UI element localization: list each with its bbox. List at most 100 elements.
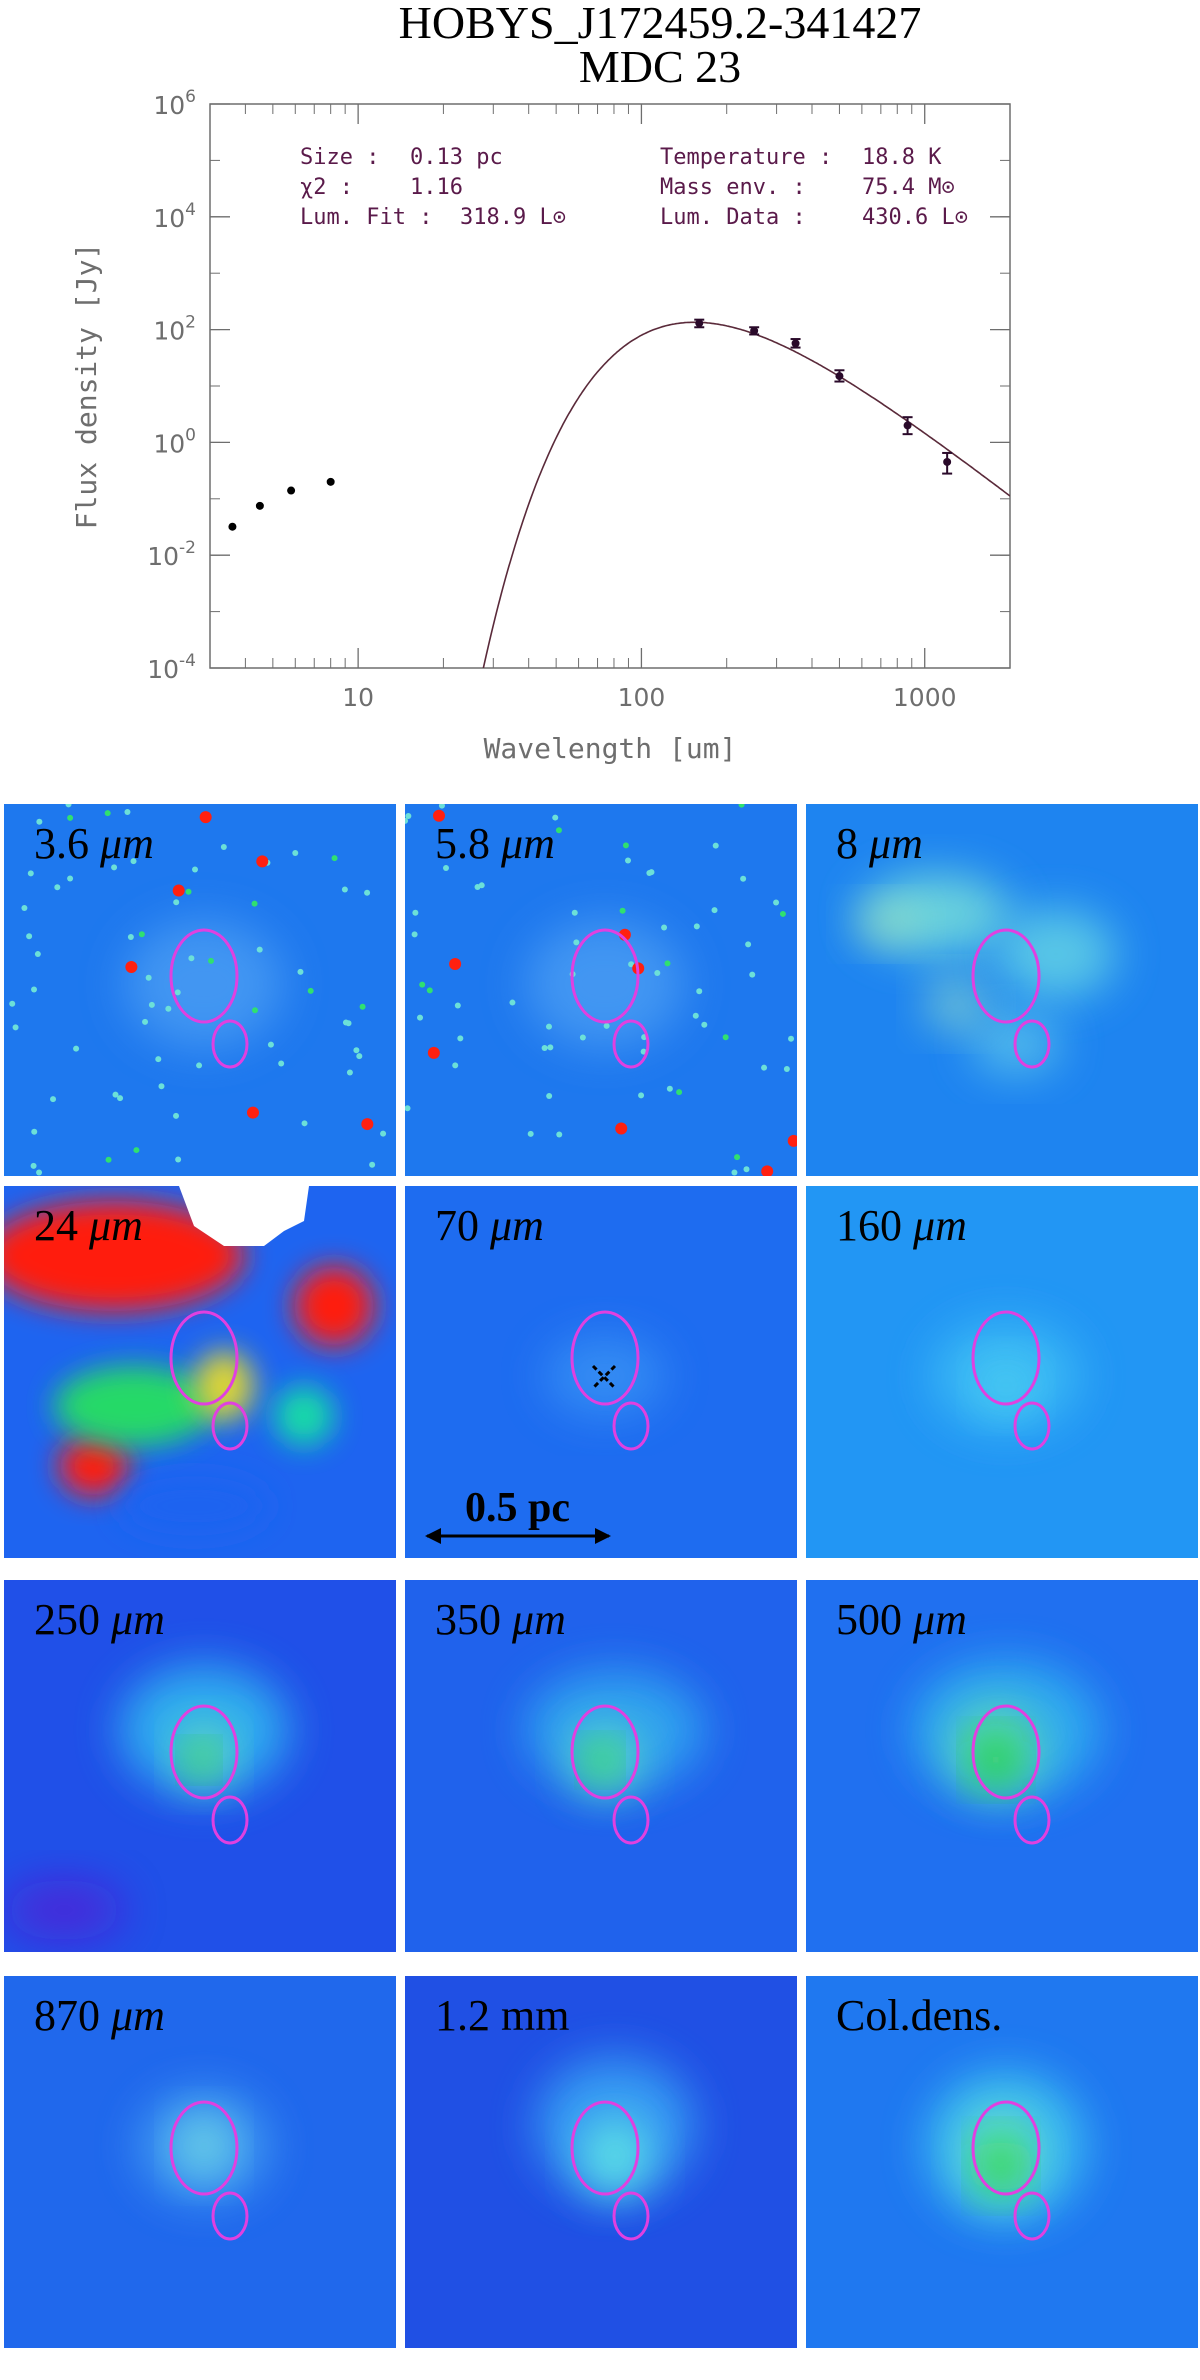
annotation-right-value: 75.4 M⊙ [862,175,955,200]
star-source [761,1064,768,1071]
panel-label-value: Col.dens. [836,1991,1003,2040]
star-source [405,1105,411,1112]
star-source [443,865,450,872]
panel-label: 5.8 μm [435,818,555,869]
star-source [342,1019,349,1026]
star-source [411,931,418,938]
star-source [175,1156,182,1163]
scale-bar-label: 0.5 pc [465,1485,570,1531]
panel-label-value: 350 [435,1595,512,1644]
model-curve [482,321,1010,668]
star-source [427,1046,440,1059]
star-source [509,999,516,1006]
panel-label: 350 μm [435,1594,566,1645]
data-point [750,326,759,335]
star-source [256,855,269,868]
source-ellipse [570,928,640,1024]
star-source [417,1014,424,1021]
star-source [65,804,72,808]
panel-label-value: 70 [435,1201,490,1250]
star-source [571,909,578,916]
star-source [579,1034,586,1041]
annotation-left-value: 0.13 pc [410,145,503,170]
source-ellipse [971,1704,1041,1800]
panel-image [405,1186,797,1558]
star-source [369,1161,376,1168]
star-source [405,812,412,819]
emission-region [587,1745,613,1775]
star-source [331,855,338,862]
source-ellipse [570,1310,640,1406]
panel-label-unit: μm [111,1595,165,1644]
star-source [419,981,426,988]
data-point [943,457,952,466]
companion-ellipse [1013,1401,1051,1451]
star-source [738,804,745,808]
star-source [36,818,43,825]
panel-image [4,1186,396,1558]
star-source [527,1130,534,1137]
panel-label: Col.dens. [836,1990,1002,2041]
star-source [158,1083,165,1090]
star-source [353,1047,360,1054]
emission-region [996,909,1116,999]
y-tick-label: 106 [153,87,196,120]
star-source [761,1165,774,1176]
panel-image [806,1976,1198,2348]
panel-label-value: 5.8 [435,819,501,868]
star-source [454,1002,461,1009]
annotation-left-label: Lum. Fit : [300,205,432,230]
image-panel: 24 μm [4,1186,396,1558]
panel-label: 1.2 mm [435,1990,569,2041]
star-source [50,1096,57,1103]
star-source [474,884,481,891]
annotation-right-label: Temperature : [660,145,832,170]
image-panel: 500 μm [806,1580,1198,1952]
star-source [104,810,111,817]
panel-image [806,1580,1198,1952]
data-point [835,372,844,381]
star-source [452,1062,459,1069]
source-ellipse [570,1704,640,1800]
emission-region [525,919,685,1049]
star-source [256,946,263,953]
emission-region [976,1738,1016,1782]
emission-region [54,1366,214,1446]
star-source [638,1092,645,1099]
emission-region [124,919,284,1049]
star-source [457,1035,464,1042]
star-source [745,941,752,948]
panel-label-unit: μm [913,1201,967,1250]
arrow-head-left [425,1528,441,1544]
star-source [661,924,668,931]
image-panel: 8 μm [806,804,1198,1176]
arrow-head-right [595,1528,611,1544]
y-tick-label: 10-2 [147,538,196,571]
panel-label-value: 870 [34,1991,111,2040]
star-source [380,1130,387,1137]
source-ellipse [169,928,239,1024]
star-source [138,931,145,938]
star-source [743,1166,750,1173]
star-source [21,904,28,911]
star-source [666,1085,673,1092]
star-source [34,951,41,958]
image-panel: Col.dens. [806,1976,1198,2348]
scale-bar-arrow [425,1528,611,1544]
image-panel: 250 μm [4,1580,396,1952]
image-panel: 870 μm [4,1976,396,2348]
companion-ellipse [211,1401,249,1451]
star-source [67,814,74,821]
star-source [664,960,671,967]
emission-region [274,1386,334,1446]
image-panel: 5.8 μm [405,804,797,1176]
star-source [12,1024,19,1031]
companion-ellipse [211,2191,249,2241]
irac-data-point [255,501,264,510]
star-source [773,899,780,906]
panel-image [806,804,1198,1176]
star-source [172,884,185,897]
y-tick-label: 10-4 [147,651,196,684]
panel-label: 70 μm [435,1200,544,1251]
panel-label: 8 μm [836,818,923,869]
